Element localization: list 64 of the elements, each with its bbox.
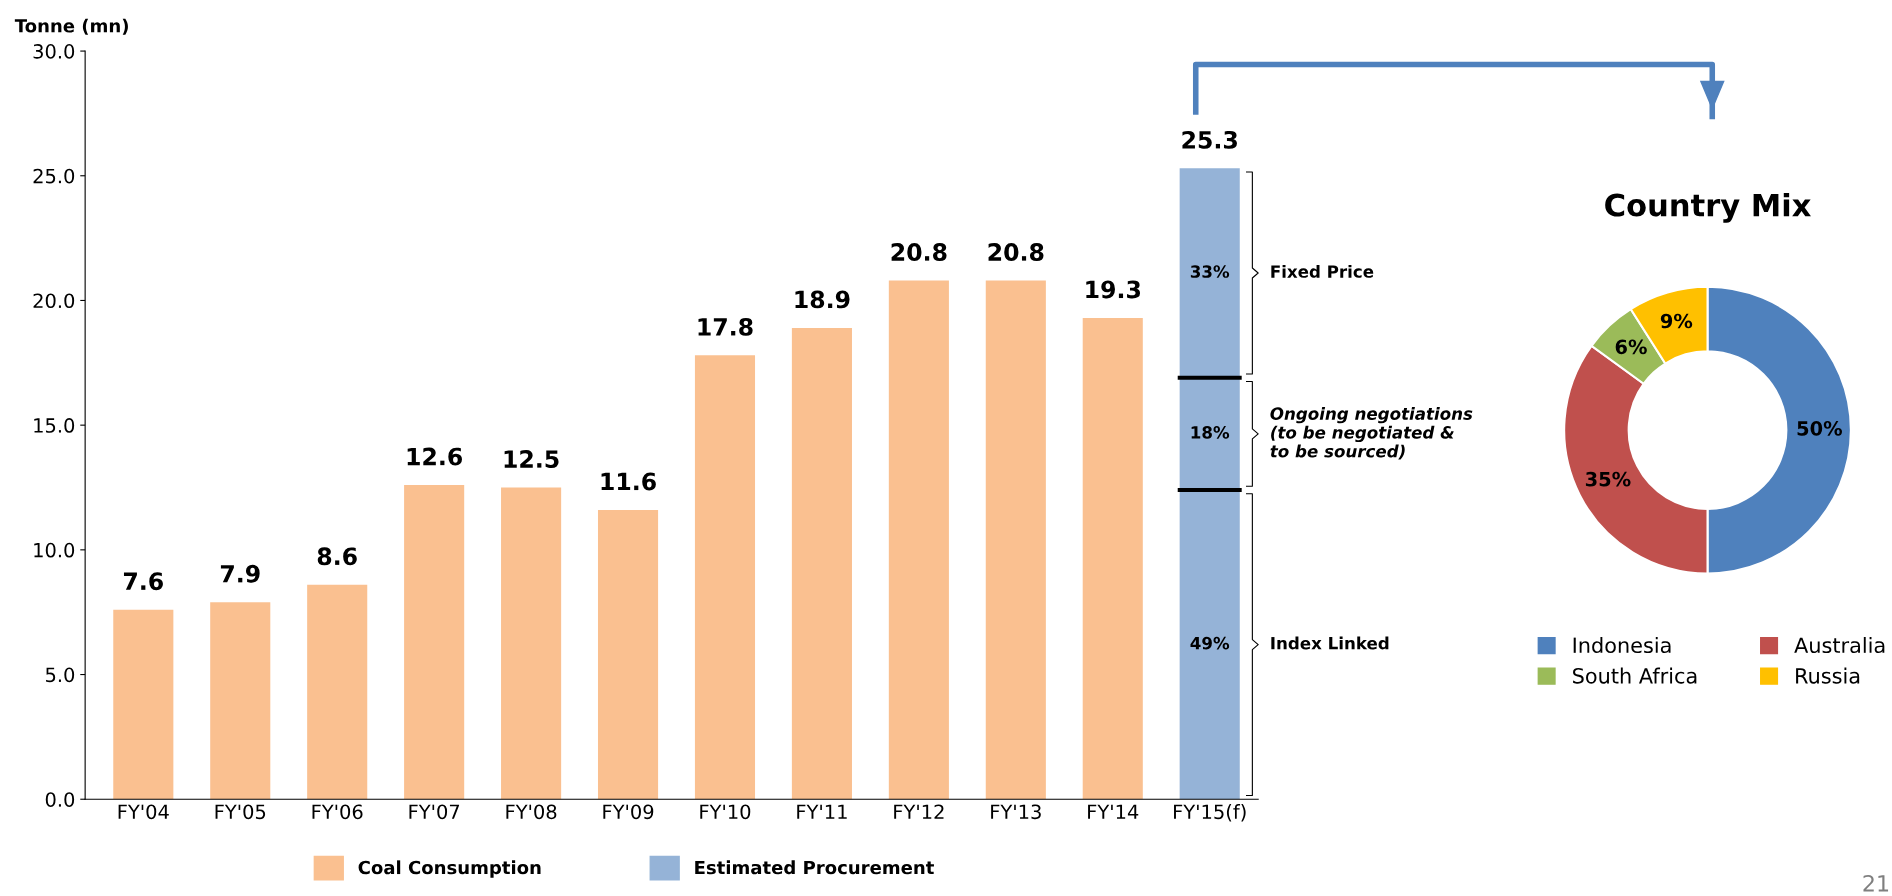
data-label: 9% xyxy=(1660,313,1693,329)
total-label: 7.6 xyxy=(123,572,163,591)
total-label: 7.9 xyxy=(220,564,260,583)
data-label: 35% xyxy=(1585,471,1631,487)
bar xyxy=(791,327,852,800)
bar xyxy=(1179,489,1240,800)
legend-label: South Africa xyxy=(1573,667,1697,684)
bar xyxy=(404,485,465,800)
y-tick-label: 20.0 xyxy=(33,293,75,309)
x-tick-label: FY'10 xyxy=(700,804,751,820)
data-label: 50% xyxy=(1797,421,1842,436)
annotation: 18% xyxy=(1191,426,1230,439)
x-tick-label: FY'05 xyxy=(215,804,266,820)
bar xyxy=(694,355,756,800)
bar xyxy=(985,280,1046,800)
y-tick-label: 10.0 xyxy=(34,542,75,558)
bar xyxy=(210,602,271,800)
total-label: 20.8 xyxy=(891,243,947,261)
y-tick-label: 5.0 xyxy=(46,667,75,683)
data-label: 6% xyxy=(1615,339,1647,355)
x-tick-label: FY'15(f) xyxy=(1174,804,1246,822)
total-label: 12.6 xyxy=(407,447,462,466)
total-label: 11.6 xyxy=(601,472,656,491)
text: Fixed Price xyxy=(1271,264,1374,278)
legend-label: Indonesia xyxy=(1573,636,1671,654)
bar xyxy=(1179,377,1240,490)
x-tick-label: FY'07 xyxy=(409,804,460,820)
x-tick-label: FY'08 xyxy=(506,804,557,820)
annotation: 49% xyxy=(1190,636,1230,650)
x-tick-label: FY'06 xyxy=(312,804,363,820)
text: Ongoing negotiations (to be negotiated & to be sourced) xyxy=(1270,407,1473,460)
total-label: 17.8 xyxy=(698,317,753,336)
x-tick-label: FY'13 xyxy=(991,804,1041,820)
legend-label: Coal Consumption xyxy=(358,860,541,878)
x-tick-label: FY'09 xyxy=(603,804,654,820)
bar xyxy=(597,509,659,800)
y-tick-label: 30.0 xyxy=(33,44,75,59)
bar xyxy=(501,487,562,800)
bar xyxy=(1179,168,1240,378)
bar xyxy=(888,280,949,800)
total-label: 12.5 xyxy=(504,450,559,468)
text: 21 xyxy=(1863,874,1889,892)
annotation: 33% xyxy=(1190,265,1230,278)
bar xyxy=(113,609,174,800)
text: Index Linked xyxy=(1271,636,1389,650)
total-label: 19.3 xyxy=(1086,280,1141,299)
total-label: 18.9 xyxy=(795,290,850,309)
y-axis-title: Tonne (mn) xyxy=(14,18,128,35)
bar xyxy=(307,584,368,800)
x-tick-label: FY'12 xyxy=(894,804,944,819)
total-label: 25.3 xyxy=(1182,130,1237,149)
y-tick-label: 25.0 xyxy=(33,168,75,184)
chart-title: Country Mix xyxy=(1605,192,1811,223)
x-tick-label: FY'14 xyxy=(1088,804,1139,819)
x-tick-label: FY'04 xyxy=(118,804,169,820)
legend-label: Russia xyxy=(1796,667,1860,684)
x-tick-label: FY'11 xyxy=(797,804,847,819)
y-tick-label: 0.0 xyxy=(45,792,75,807)
legend-label: Australia xyxy=(1794,636,1885,654)
y-tick-label: 15.0 xyxy=(34,418,75,433)
bar xyxy=(1082,317,1143,800)
total-label: 8.6 xyxy=(317,547,357,566)
total-label: 20.8 xyxy=(988,243,1044,261)
legend-label: Estimated Procurement xyxy=(695,860,934,875)
